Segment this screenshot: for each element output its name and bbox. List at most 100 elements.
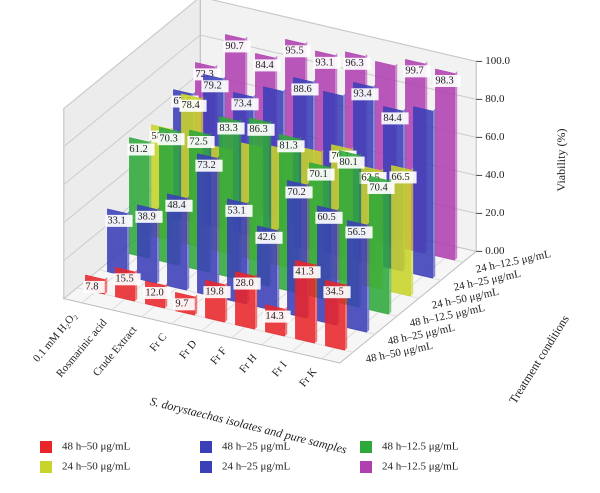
- legend-swatch: [200, 461, 212, 473]
- value-label-bg: [263, 310, 291, 323]
- legend-swatch: [40, 441, 52, 453]
- value-label: 66.5: [391, 172, 409, 183]
- value-label-bg: [225, 204, 253, 217]
- bar: [347, 220, 370, 333]
- z-tick-label: 60.0: [485, 131, 505, 143]
- value-label: 14.3: [265, 311, 283, 322]
- value-label-bg: [307, 168, 335, 181]
- value-label-bg: [83, 280, 105, 293]
- value-label: 70.2: [287, 187, 305, 198]
- value-label: 81.3: [279, 141, 297, 152]
- value-label: 38.9: [137, 211, 155, 222]
- value-label-bg: [113, 273, 141, 286]
- value-label-bg: [173, 298, 195, 311]
- value-label-bg: [217, 122, 245, 135]
- value-label: 61.2: [129, 144, 147, 155]
- z-axis-label: Viability (%): [554, 129, 568, 192]
- value-label: 28.0: [235, 278, 253, 289]
- bar-face: [167, 193, 187, 291]
- value-label: 72.3: [195, 69, 213, 80]
- value-label-bg: [367, 182, 395, 194]
- y-axis-label: Treatment conditions: [506, 312, 572, 406]
- bar-side: [454, 71, 458, 261]
- bar-side: [126, 211, 130, 277]
- legend-swatch: [40, 461, 52, 473]
- value-label: 9.7: [175, 299, 188, 310]
- value-label: 70.1: [309, 169, 327, 180]
- value-label-bg: [381, 112, 409, 125]
- grid-line: [63, 0, 477, 109]
- value-label: 34.5: [325, 287, 343, 298]
- value-label-bg: [343, 57, 371, 70]
- legend-swatch: [360, 441, 372, 453]
- bar-side: [410, 167, 414, 297]
- value-label-bg: [253, 59, 281, 72]
- value-label: 98.3: [435, 75, 453, 86]
- value-label: 86.3: [249, 124, 267, 135]
- legend-label: 24 h–50 μg/mL: [62, 461, 131, 473]
- value-label: 7.8: [85, 281, 98, 292]
- bar-face: [197, 153, 217, 298]
- value-label: 15.5: [115, 274, 133, 285]
- value-label: 12.0: [145, 287, 163, 298]
- bar-side: [156, 207, 160, 284]
- z-tick-label: 100.0: [485, 55, 510, 67]
- value-label-bg: [313, 56, 341, 69]
- value-label: 83.3: [219, 123, 237, 134]
- value-label-bg: [231, 98, 259, 111]
- x-tick-label: Fr D: [177, 338, 199, 361]
- legend-label: 24 h–12.5 μg/mL: [382, 461, 459, 473]
- value-label: 41.3: [295, 267, 313, 278]
- legend-label: 24 h–25 μg/mL: [222, 461, 291, 473]
- bar-side: [388, 178, 392, 315]
- bar: [295, 259, 318, 344]
- value-label: 84.4: [383, 113, 402, 124]
- value-label-bg: [323, 286, 351, 299]
- legend-swatch: [360, 461, 372, 473]
- value-label-bg: [135, 210, 163, 223]
- value-label: 93.1: [315, 57, 333, 68]
- bar: [413, 106, 436, 279]
- x-tick-label: Fr H: [237, 352, 259, 375]
- value-label: 79.2: [203, 81, 221, 92]
- value-label-bg: [157, 133, 185, 146]
- value-label: 60.5: [317, 212, 335, 223]
- bar-side: [366, 222, 370, 333]
- value-label-bg: [203, 286, 231, 299]
- value-label: 42.6: [257, 232, 275, 243]
- value-label-bg: [127, 143, 155, 156]
- value-label: 78.4: [181, 100, 200, 111]
- value-label: 73.4: [233, 99, 252, 110]
- value-label: 72.5: [189, 136, 207, 147]
- value-label: 99.7: [405, 66, 423, 77]
- value-label-bg: [195, 159, 223, 172]
- value-label-bg: [247, 123, 275, 136]
- bar-side: [314, 262, 318, 344]
- value-label-bg: [201, 80, 229, 93]
- value-label: 93.4: [353, 89, 372, 100]
- value-label: 96.3: [345, 58, 363, 69]
- value-label: 95.5: [285, 46, 303, 57]
- z-tick-label: 40.0: [485, 169, 505, 181]
- value-label-bg: [433, 74, 461, 87]
- bar-face: [391, 165, 411, 297]
- bar-face: [347, 220, 367, 333]
- bar-side: [216, 156, 220, 298]
- value-label-bg: [255, 231, 283, 244]
- bar-side: [104, 277, 108, 295]
- value-label-bg: [389, 171, 417, 184]
- x-tick-label: Fr K: [297, 366, 319, 389]
- legend-label: 48 h–12.5 μg/mL: [382, 441, 459, 453]
- legend-label: 48 h–25 μg/mL: [222, 441, 291, 453]
- value-label: 48.4: [167, 200, 186, 211]
- value-label-bg: [285, 186, 313, 199]
- value-label-bg: [143, 286, 171, 299]
- value-label: 84.4: [255, 60, 274, 71]
- x-tick-label: Fr C: [147, 331, 169, 354]
- legend-label: 48 h–50 μg/mL: [62, 441, 131, 453]
- bar-face: [137, 204, 157, 284]
- z-tick-label: 80.0: [485, 93, 505, 105]
- value-label-bg: [179, 99, 207, 112]
- bar-face: [295, 259, 315, 344]
- bar: [167, 193, 190, 291]
